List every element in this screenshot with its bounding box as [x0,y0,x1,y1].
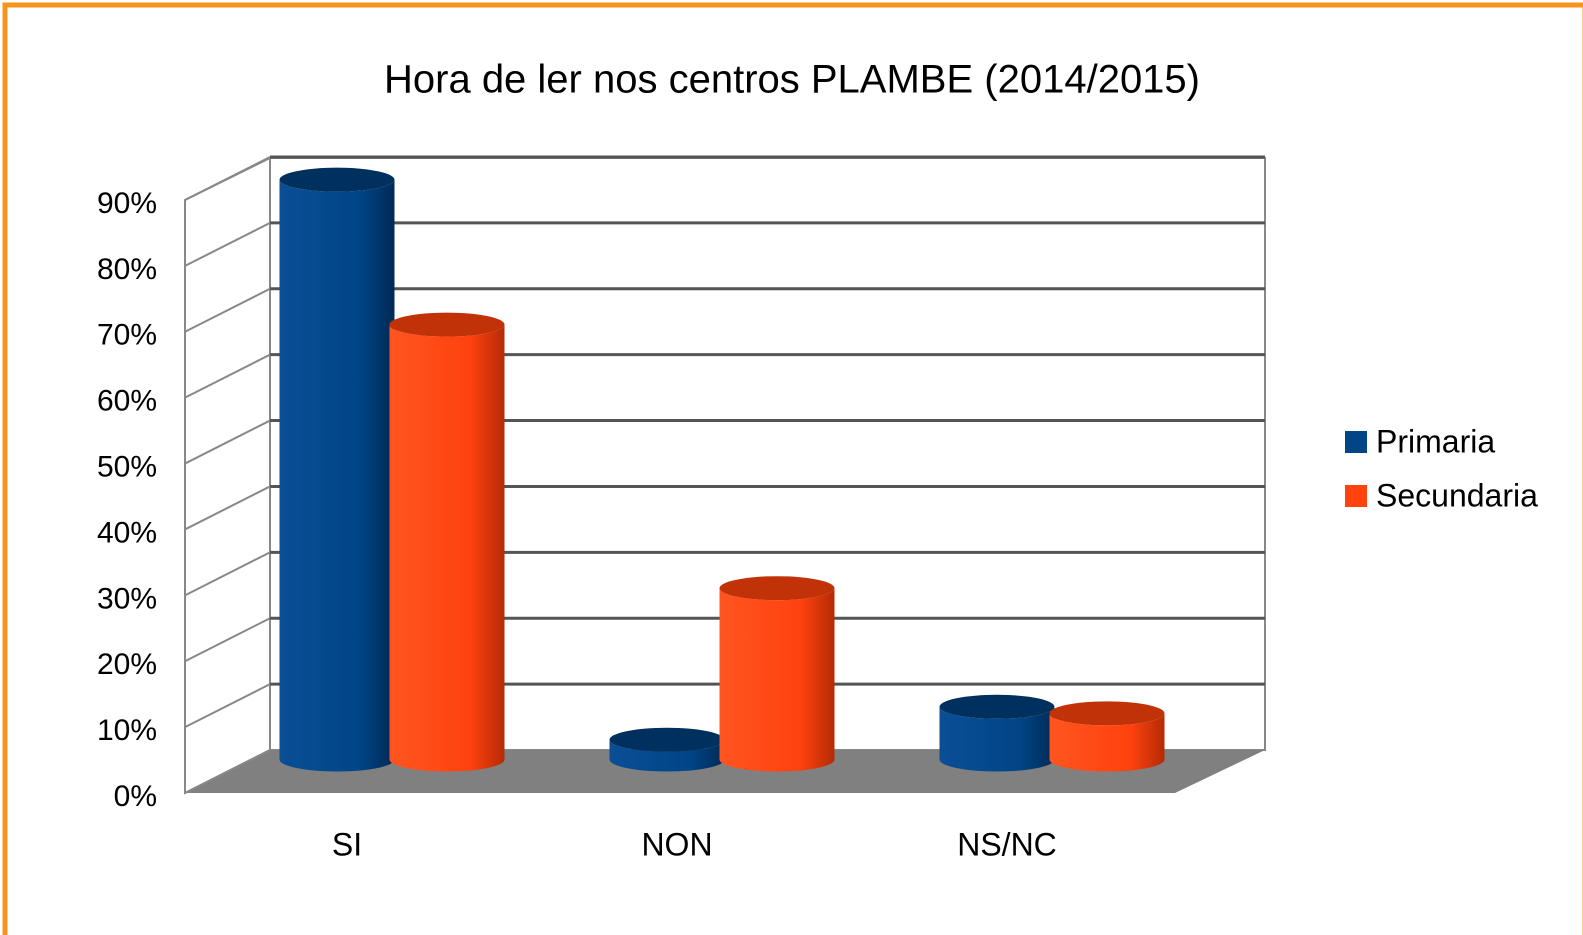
bar-top [279,167,395,192]
grid-line [184,749,271,794]
y-tick-label: 20% [97,648,157,681]
y-tick-label: 10% [97,714,157,747]
bar [609,739,725,772]
y-tick-label: 90% [97,187,157,220]
bar [719,588,835,772]
y-tick-label: 40% [97,516,157,549]
grid-line [184,419,271,465]
grid-line [184,485,271,531]
bar-top [719,576,835,601]
y-tick-label: 30% [97,582,157,615]
side-wall [184,156,271,795]
y-tick-label: 50% [97,450,157,483]
bar [939,706,1055,772]
grid-line [184,617,271,663]
y-tick-label: 60% [97,385,157,418]
bar-top [389,312,505,337]
x-tick-label: SI [332,826,362,862]
grid-line [184,221,271,267]
grid-line [184,156,271,201]
bar-top [609,727,725,752]
x-tick-label: NON [641,826,712,862]
bar-top [1049,701,1165,726]
chart-title: Hora de ler nos centros PLAMBE (2014/201… [384,58,1200,102]
grid-line [184,287,271,333]
bar-top [939,694,1055,719]
bar [389,324,505,772]
legend-swatch [1345,485,1367,507]
bar [1049,713,1165,772]
y-tick-label: 70% [97,319,157,352]
x-tick-label: NS/NC [957,826,1057,862]
legend-label: Secundaria [1376,477,1538,513]
y-tick-label: 0% [114,780,157,813]
grid-line [184,353,271,399]
legend-label: Primaria [1376,423,1495,459]
y-tick-label: 80% [97,253,157,286]
grid-line [184,551,271,597]
bar [279,179,395,772]
grid-line [184,683,271,729]
legend-swatch [1345,431,1367,453]
